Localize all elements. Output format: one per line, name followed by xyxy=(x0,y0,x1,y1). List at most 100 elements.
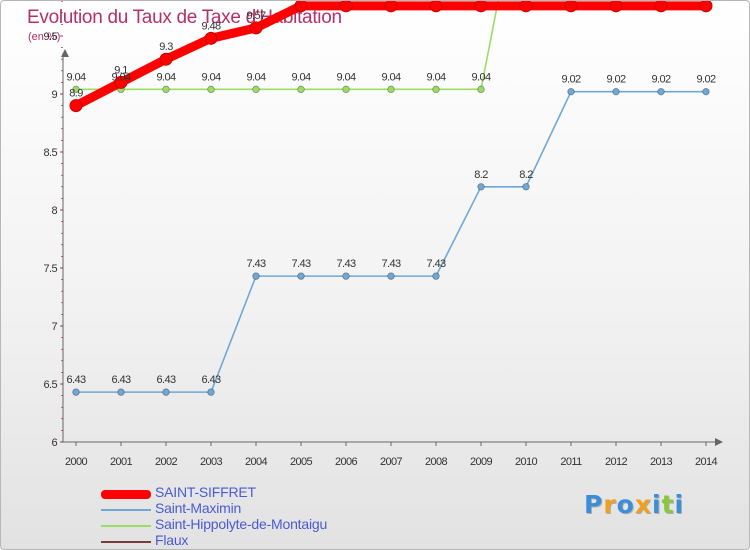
data-point xyxy=(477,183,485,191)
data-label: 9.02 xyxy=(606,74,625,86)
legend-label: Flaux xyxy=(155,532,189,548)
data-label: 9.04 xyxy=(426,71,445,83)
x-tick-label: 2000 xyxy=(65,456,88,468)
x-tick-label: 2012 xyxy=(605,456,628,468)
data-label: 8.9 xyxy=(69,88,83,100)
data-point xyxy=(252,272,260,280)
data-label: 9.02 xyxy=(651,74,670,86)
legend-swatch xyxy=(101,489,151,499)
x-tick-label: 2009 xyxy=(470,456,493,468)
data-label: 9.04 xyxy=(66,71,85,83)
data-label: 7.43 xyxy=(291,258,310,270)
x-tick-label: 2003 xyxy=(200,456,223,468)
data-point xyxy=(72,85,80,94)
data-point xyxy=(117,388,125,396)
data-point xyxy=(432,85,440,94)
y-tick-label: 8 xyxy=(51,205,57,217)
data-label: 9.04 xyxy=(246,71,265,83)
data-point xyxy=(612,87,620,96)
data-point xyxy=(519,1,533,13)
data-label: 9.57 xyxy=(246,10,265,22)
data-point xyxy=(159,52,173,66)
data-point xyxy=(72,388,80,396)
data-point xyxy=(162,388,170,396)
data-point xyxy=(387,85,395,94)
data-label: 9.48 xyxy=(201,20,220,32)
x-tick-label: 2002 xyxy=(155,456,178,468)
x-tick-labels: 2000 2001 2002 2003 2004 2005 2006 2007 2008 2009… xyxy=(65,456,718,468)
data-point xyxy=(522,183,530,191)
data-point xyxy=(252,85,260,94)
brand-letter: x xyxy=(634,490,652,519)
data-label: 8.2 xyxy=(474,169,488,181)
brand-letter: i xyxy=(674,490,685,519)
x-tick-label: 2006 xyxy=(335,456,358,468)
data-point xyxy=(654,1,668,13)
data-label: 7.43 xyxy=(336,258,355,270)
x-tick-label: 2011 xyxy=(560,456,582,468)
data-point xyxy=(384,1,398,13)
legend-label: Saint-Maximin xyxy=(155,500,242,516)
data-label: 6.43 xyxy=(66,374,85,386)
data-point xyxy=(207,388,215,396)
data-point xyxy=(702,87,710,96)
data-label: 9.04 xyxy=(471,71,490,83)
data-point xyxy=(477,85,485,94)
data-point xyxy=(342,85,350,94)
data-label: 7.43 xyxy=(426,258,445,270)
data-labels: 12.1512.1512.1512.1512.1512.1512.1512.15… xyxy=(66,10,716,386)
data-point xyxy=(564,1,578,13)
data-point xyxy=(342,272,350,280)
data-point xyxy=(657,87,665,96)
data-label: 7.43 xyxy=(246,258,265,270)
data-point xyxy=(432,272,440,280)
x-tick-label: 2007 xyxy=(380,456,403,468)
data-point xyxy=(567,87,575,96)
y-tick-labels: 66.577.588.599.51010.51111.51212.5 xyxy=(44,31,59,449)
data-point xyxy=(204,31,218,45)
data-label: 9.02 xyxy=(561,74,580,86)
y-tick-label: 6 xyxy=(51,437,57,449)
legend-swatch xyxy=(101,541,151,543)
x-tick-label: 2013 xyxy=(650,456,673,468)
data-point xyxy=(429,1,443,13)
series-line-saint-maximin xyxy=(75,90,707,393)
data-point xyxy=(339,1,353,13)
data-label: 6.43 xyxy=(156,374,175,386)
legend-swatch xyxy=(101,509,151,511)
y-tick-label: 6.5 xyxy=(44,379,58,391)
x-tick-label: 2001 xyxy=(110,456,133,468)
legend-swatch xyxy=(101,525,151,527)
brand-letter: i xyxy=(652,490,662,519)
data-label: 9.04 xyxy=(381,71,400,83)
x-tick-label: 2010 xyxy=(515,456,538,468)
data-label: 9.1 xyxy=(114,64,128,76)
data-point xyxy=(297,85,305,94)
data-label: 9.04 xyxy=(156,71,175,83)
y-tick-label: 9 xyxy=(51,89,57,101)
data-point xyxy=(609,1,623,13)
data-point xyxy=(474,1,488,13)
data-point xyxy=(207,85,215,94)
y-tick-label: 7.5 xyxy=(44,263,58,275)
data-label: 9.04 xyxy=(201,71,220,83)
data-label: 9.04 xyxy=(111,71,130,83)
data-point xyxy=(162,85,170,94)
axes xyxy=(60,1,723,446)
data-label: 6.43 xyxy=(201,374,220,386)
data-label: 8.2 xyxy=(519,169,533,181)
series-layer xyxy=(69,1,713,396)
data-point xyxy=(297,272,305,280)
legend-label: SAINT-SIFFRET xyxy=(155,484,256,500)
data-label: 9.3 xyxy=(159,41,173,53)
brand-logo: Proxiti xyxy=(584,490,684,519)
data-label: 7.43 xyxy=(381,258,400,270)
brand-letter: t xyxy=(661,490,675,519)
data-point xyxy=(249,21,263,35)
data-point xyxy=(294,1,308,13)
x-tick-label: 2005 xyxy=(290,456,313,468)
x-tick-label: 2004 xyxy=(245,456,268,468)
y-tick-label: 7 xyxy=(51,321,57,333)
